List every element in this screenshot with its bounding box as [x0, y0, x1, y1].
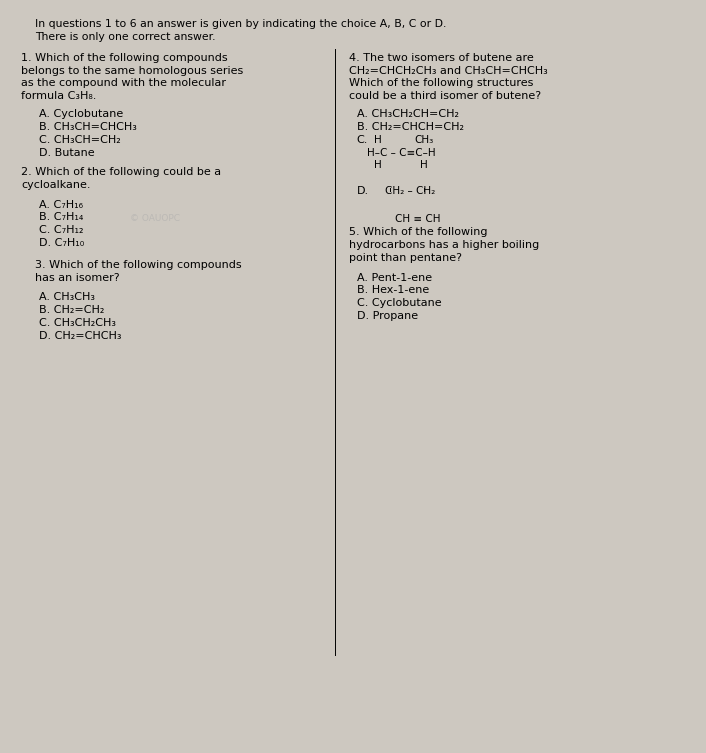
Text: B. CH₃CH=CHCH₃: B. CH₃CH=CHCH₃	[39, 122, 137, 132]
Text: C. Cyclobutane: C. Cyclobutane	[357, 298, 441, 308]
Text: CH ≡ CH: CH ≡ CH	[395, 214, 441, 224]
Text: C. CH₃CH₂CH₃: C. CH₃CH₂CH₃	[39, 318, 116, 328]
Text: D.: D.	[357, 186, 369, 196]
Text: H: H	[374, 160, 381, 170]
Text: H: H	[374, 135, 381, 145]
Text: C. C₇H₁₂: C. C₇H₁₂	[39, 225, 83, 235]
Text: A. Cyclobutane: A. Cyclobutane	[39, 109, 123, 119]
Text: CH₃: CH₃	[414, 135, 433, 145]
Text: © OAUOPC: © OAUOPC	[131, 214, 180, 223]
Text: C. CH₃CH=CH₂: C. CH₃CH=CH₂	[39, 135, 121, 145]
Text: could be a third isomer of butene?: could be a third isomer of butene?	[349, 91, 542, 101]
Text: H: H	[420, 160, 427, 170]
Text: A. CH₃CH₃: A. CH₃CH₃	[39, 292, 95, 302]
Text: A. CH₃CH₂CH=CH₂: A. CH₃CH₂CH=CH₂	[357, 109, 458, 119]
Text: C.: C.	[357, 135, 368, 145]
Text: Which of the following structures: Which of the following structures	[349, 78, 534, 88]
Text: B. CH₂=CH₂: B. CH₂=CH₂	[39, 305, 104, 315]
Text: A. Pent-1-ene: A. Pent-1-ene	[357, 273, 431, 282]
Text: B. CH₂=CHCH=CH₂: B. CH₂=CHCH=CH₂	[357, 122, 464, 132]
Text: B. Hex-1-ene: B. Hex-1-ene	[357, 285, 429, 295]
Text: formula C₃H₈.: formula C₃H₈.	[21, 91, 97, 101]
Text: 5. Which of the following: 5. Which of the following	[349, 227, 488, 237]
Text: CH₂=CHCH₂CH₃ and CH₃CH=CHCH₃: CH₂=CHCH₂CH₃ and CH₃CH=CHCH₃	[349, 66, 549, 75]
Text: has an isomer?: has an isomer?	[35, 273, 120, 282]
Text: D. Butane: D. Butane	[39, 148, 95, 157]
Text: D. CH₂=CHCH₃: D. CH₂=CHCH₃	[39, 331, 121, 340]
Text: A. C₇H₁₆: A. C₇H₁₆	[39, 200, 83, 209]
Text: hydrocarbons has a higher boiling: hydrocarbons has a higher boiling	[349, 240, 539, 250]
Text: 1. Which of the following compounds: 1. Which of the following compounds	[21, 53, 228, 62]
Text: H–C – C≡C–H: H–C – C≡C–H	[367, 148, 436, 157]
Text: belongs to the same homologous series: belongs to the same homologous series	[21, 66, 244, 75]
Text: 4. The two isomers of butene are: 4. The two isomers of butene are	[349, 53, 534, 62]
Text: D. Propane: D. Propane	[357, 311, 418, 321]
Text: In questions 1 to 6 an answer is given by indicating the choice A, B, C or D.: In questions 1 to 6 an answer is given b…	[35, 19, 447, 29]
Text: There is only one correct answer.: There is only one correct answer.	[35, 32, 216, 41]
Text: as the compound with the molecular: as the compound with the molecular	[21, 78, 226, 88]
Text: point than pentane?: point than pentane?	[349, 253, 462, 263]
Text: CH₂ – CH₂: CH₂ – CH₂	[385, 186, 435, 196]
Text: 2. Which of the following could be a: 2. Which of the following could be a	[21, 167, 221, 177]
Text: cycloalkane.: cycloalkane.	[21, 180, 90, 190]
Text: 3. Which of the following compounds: 3. Which of the following compounds	[35, 260, 242, 270]
Text: B. C₇H₁₄: B. C₇H₁₄	[39, 212, 83, 222]
Text: D. C₇H₁₀: D. C₇H₁₀	[39, 238, 84, 248]
